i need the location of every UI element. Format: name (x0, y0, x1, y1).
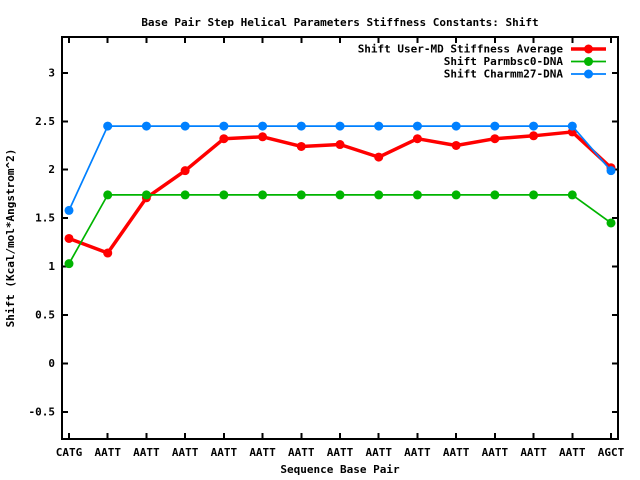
data-point (606, 218, 616, 228)
x-tick-label: AATT (249, 446, 276, 459)
data-point (567, 190, 577, 200)
y-tick-label: 2.5 (35, 115, 55, 128)
x-tick-label: AATT (404, 446, 431, 459)
data-point (296, 121, 306, 131)
chart-title: Base Pair Step Helical Parameters Stiffn… (141, 16, 538, 29)
data-point (180, 121, 190, 131)
data-point (490, 190, 500, 200)
data-point (296, 141, 306, 151)
x-tick-label: AATT (365, 446, 392, 459)
data-point (374, 152, 384, 162)
legend-label-series-2: Shift Parmbsc0-DNA (444, 55, 564, 68)
data-point (335, 121, 345, 131)
y-tick-label: 0 (48, 357, 55, 370)
data-point (412, 121, 422, 131)
data-point (335, 140, 345, 150)
data-point (258, 190, 268, 200)
data-point (412, 134, 422, 144)
data-point (412, 190, 422, 200)
data-point (451, 140, 461, 150)
y-tick-label: 0.5 (35, 309, 55, 322)
data-point (606, 166, 616, 176)
data-point (64, 205, 74, 215)
y-tick-label: -0.5 (29, 405, 56, 418)
data-point (529, 131, 539, 141)
data-point (141, 121, 151, 131)
data-point (219, 190, 229, 200)
x-tick-label: AATT (211, 446, 238, 459)
y-tick-label: 1.5 (35, 212, 55, 225)
axis-tick-labels: CATG AATT AATT AATT AATT AATT AATT AATT AATT AATT… (29, 66, 625, 459)
data-point (180, 166, 190, 176)
x-tick-label: AATT (482, 446, 509, 459)
data-point (374, 121, 384, 131)
data-point (141, 190, 151, 200)
data-point (451, 190, 461, 200)
data-point (219, 121, 229, 131)
legend-sample-marker (584, 57, 593, 66)
series-line (68, 194, 612, 265)
data-point (64, 259, 74, 269)
x-tick-label: CATG (56, 446, 83, 459)
x-tick-label: AATT (327, 446, 354, 459)
legend-label-series-1: Shift User-MD Stiffness Average (358, 43, 564, 56)
x-tick-label: AATT (94, 446, 121, 459)
data-point (258, 121, 268, 131)
data-point (490, 134, 500, 144)
x-tick-label: AATT (288, 446, 315, 459)
plot-border (61, 36, 619, 440)
legend-label-series-3: Shift Charmm27-DNA (444, 68, 564, 81)
legend-samples (571, 44, 606, 79)
data-point (451, 121, 461, 131)
data-point (374, 190, 384, 200)
data-series (64, 121, 616, 269)
data-point (258, 132, 268, 142)
data-point (219, 134, 229, 144)
y-tick-label: 2 (48, 163, 55, 176)
y-tick-label: 1 (48, 260, 55, 273)
x-tick-label: AATT (172, 446, 199, 459)
data-point (103, 248, 113, 258)
data-point (529, 190, 539, 200)
data-point (335, 190, 345, 200)
data-point (567, 121, 577, 131)
x-tick-label: AATT (133, 446, 160, 459)
x-tick-label: AATT (520, 446, 547, 459)
y-tick-label: 3 (48, 66, 55, 79)
x-tick-label: AGCT (598, 446, 625, 459)
data-point (103, 190, 113, 200)
data-point (180, 190, 190, 200)
data-point (490, 121, 500, 131)
series-3 (64, 121, 616, 215)
x-tick-label: AATT (559, 446, 586, 459)
data-point (296, 190, 306, 200)
data-point (103, 121, 113, 131)
data-point (64, 233, 74, 243)
y-axis-label: Shift (Kcal/mol*Angstrom^2) (4, 149, 17, 328)
x-axis-label: Sequence Base Pair (280, 463, 400, 476)
legend: Shift User-MD Stiffness Average Shift Pa… (358, 43, 606, 81)
series-2 (64, 190, 616, 269)
legend-sample-marker (584, 69, 593, 79)
plot-axes (61, 36, 619, 440)
legend-sample-marker (584, 44, 593, 54)
x-tick-label: AATT (443, 446, 470, 459)
data-point (529, 121, 539, 131)
